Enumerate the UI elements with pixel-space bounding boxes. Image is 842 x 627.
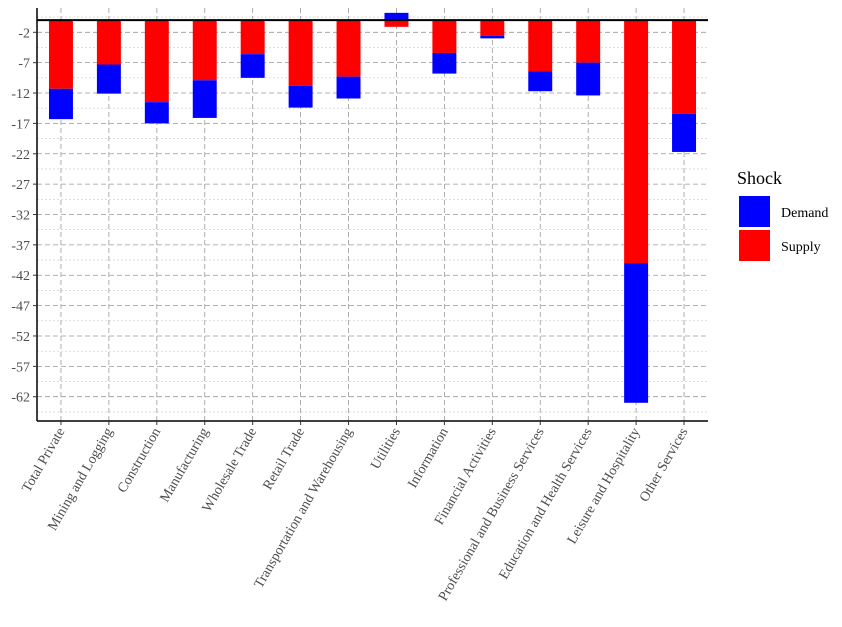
- bar-supply: [96, 20, 121, 65]
- bar-demand: [48, 88, 73, 120]
- y-tick-label: -7: [18, 57, 30, 72]
- bar-supply: [48, 20, 73, 89]
- x-tick-label: Wholesale Trade: [200, 426, 260, 515]
- bar-demand: [480, 35, 505, 39]
- y-tick-label: -52: [11, 330, 30, 345]
- bar-demand: [96, 64, 121, 94]
- y-tick-labels: -2 -7 -12 -17 -22 -27 -32 -37 -42 -47 -52 -57 -62: [11, 26, 37, 406]
- legend-title: Shock: [737, 168, 782, 188]
- bar-demand: [336, 76, 361, 99]
- x-tick-label: Other Services: [637, 426, 691, 505]
- bar-demand: [384, 12, 409, 21]
- bar-supply: [624, 20, 649, 264]
- y-tick-label: -37: [11, 239, 30, 254]
- bar-demand: [576, 62, 601, 96]
- x-tick-label: Education and Health Services: [497, 426, 596, 583]
- bar-supply: [192, 20, 217, 81]
- bar-supply: [528, 20, 553, 72]
- x-tick-label: Retail Trade: [261, 426, 308, 493]
- y-tick-label: -22: [11, 148, 30, 163]
- bars-layer: [48, 12, 697, 403]
- bar-supply: [480, 20, 505, 36]
- legend-label-demand: Demand: [781, 206, 828, 221]
- bar-demand: [432, 52, 457, 74]
- x-tick-label: Total Private: [20, 426, 69, 496]
- legend: Shock Demand Supply: [737, 168, 828, 261]
- bar-supply: [144, 20, 169, 103]
- bar-demand: [144, 102, 169, 124]
- x-tick-label: Utilities: [368, 426, 404, 473]
- bar-supply: [336, 20, 361, 77]
- bar-demand: [240, 54, 265, 78]
- bar-demand: [192, 80, 217, 118]
- x-tick-label: Construction: [115, 426, 164, 496]
- y-tick-label: -2: [18, 26, 30, 41]
- legend-swatch-supply: [739, 230, 770, 261]
- y-tick-label: -57: [11, 360, 30, 375]
- bar-supply: [240, 20, 265, 55]
- y-tick-label: -12: [11, 87, 30, 102]
- bar-demand: [624, 263, 649, 403]
- x-tick-label: Manufacturing: [158, 426, 213, 506]
- x-tick-label: Transportation and Warehousing: [252, 426, 356, 591]
- y-tick-label: -17: [11, 117, 30, 132]
- bar-demand: [672, 113, 697, 152]
- bar-supply: [432, 20, 457, 53]
- legend-label-supply: Supply: [781, 240, 821, 255]
- y-tick-label: -32: [11, 209, 30, 224]
- bar-supply: [384, 20, 409, 27]
- legend-swatch-demand: [739, 196, 770, 227]
- y-tick-label: -62: [11, 391, 30, 406]
- bar-demand: [288, 85, 313, 108]
- x-tick-label: Information: [405, 425, 451, 490]
- bar-supply: [672, 20, 697, 114]
- y-tick-label: -47: [11, 300, 30, 315]
- bar-supply: [576, 20, 601, 63]
- grid-layer: [37, 8, 708, 421]
- y-tick-label: -27: [11, 178, 30, 193]
- bar-demand: [528, 71, 553, 92]
- bar-supply: [288, 20, 313, 86]
- y-tick-label: -42: [11, 269, 30, 284]
